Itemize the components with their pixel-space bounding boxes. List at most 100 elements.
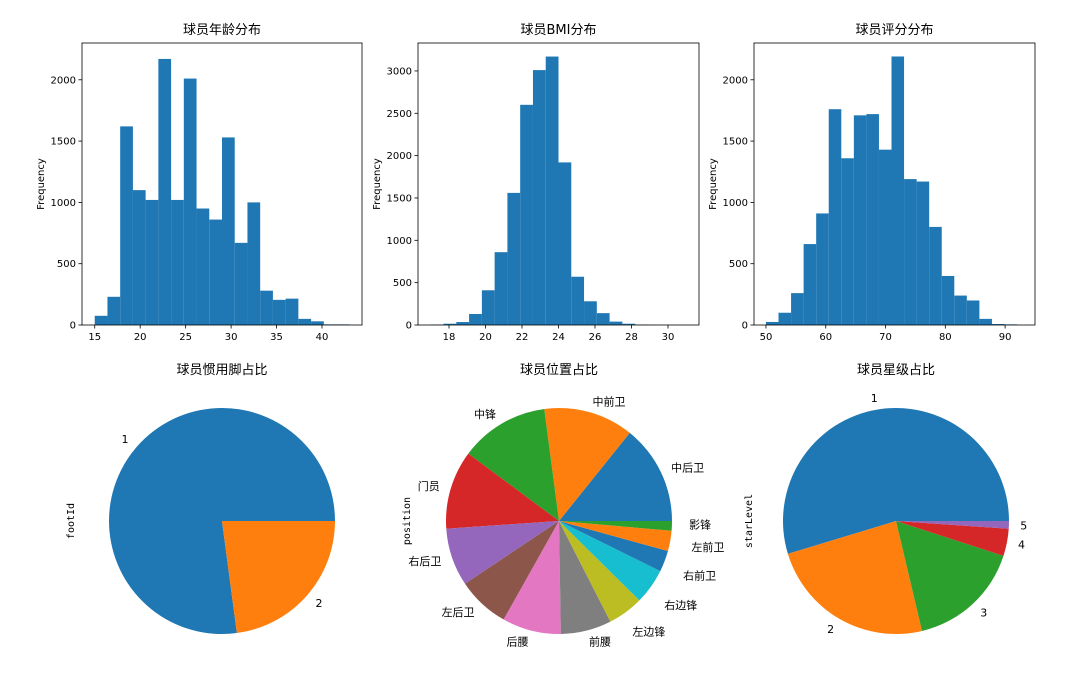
pie-slice-label: 中前卫: [592, 394, 625, 408]
pie-chart-1: 球员惯用脚占比 footId 1 2: [66, 362, 335, 634]
histogram-bar: [234, 242, 248, 325]
x-tick-label: 50: [760, 332, 773, 343]
histogram-bar: [247, 202, 261, 325]
histogram-bar: [866, 114, 879, 326]
histogram-bar: [596, 313, 610, 325]
x-tick-label: 18: [443, 332, 456, 343]
pie-slice-label: 4: [1018, 539, 1025, 552]
y-tick-label: 1500: [723, 137, 748, 148]
x-tick-label: 15: [88, 332, 101, 343]
pie-slice: [559, 521, 640, 622]
x-tick-label: 24: [552, 332, 565, 343]
x-tick-label: 22: [516, 332, 529, 343]
histogram-bar: [803, 244, 817, 325]
histogram-bar: [158, 58, 172, 326]
y-axis-label: starLevel: [744, 494, 755, 548]
histogram-bar: [494, 252, 508, 325]
x-tick-label: 70: [879, 332, 892, 343]
histogram-bar: [260, 290, 273, 325]
histogram-bar: [765, 321, 779, 325]
pie-slice-label: 右后卫: [408, 554, 441, 568]
histogram-bar: [443, 323, 457, 325]
histogram-bar: [954, 295, 967, 325]
histogram-bar: [209, 219, 222, 325]
y-tick-label: 2500: [387, 109, 412, 120]
y-tick-label: 0: [742, 321, 748, 332]
y-tick-label: 2000: [723, 75, 748, 86]
axes-frame: [753, 42, 1036, 326]
histogram-bar: [520, 104, 533, 325]
pie-slice: [559, 521, 672, 552]
y-tick-label: 1500: [387, 193, 412, 204]
pie-slice: [222, 521, 335, 634]
x-tick-label: 28: [625, 332, 638, 343]
pie-slice-label: 右边锋: [664, 598, 697, 612]
histogram-bar: [929, 226, 942, 325]
histogram-bar: [609, 321, 623, 325]
pie-slice: [446, 453, 559, 529]
pie-slice: [782, 407, 1009, 554]
chart-title: 球员星级占比: [857, 363, 935, 378]
pie-slice: [559, 521, 611, 634]
x-tick-label: 40: [316, 332, 329, 343]
x-tick-label: 60: [819, 332, 832, 343]
pie-slice-label: 左前卫: [691, 540, 724, 554]
pie-slice: [559, 432, 672, 521]
histogram-bar: [469, 313, 482, 325]
histogram-3: 球员评分分布 50 60 70 80 90 0 500 1000 1500 2000 Frequenc…: [708, 23, 1036, 343]
y-tick-label: 1000: [723, 198, 748, 209]
histogram-bar: [532, 70, 546, 326]
pie-slice-label: 左后卫: [442, 606, 475, 619]
histogram-bar: [94, 315, 108, 325]
pie-slice: [503, 521, 561, 634]
y-axis-label: Frequency: [708, 158, 719, 210]
x-tick-label: 90: [999, 332, 1012, 343]
chart-title: 球员BMI分布: [521, 23, 597, 38]
histogram-1: 球员年龄分布 15 20 25 30 35 40 0 500 1000 1500 2000 Freque…: [36, 23, 363, 343]
histogram-bar: [966, 300, 980, 325]
pie-slice-label: 5: [1020, 519, 1027, 532]
y-axis-label: footId: [66, 503, 77, 539]
histogram-bar: [145, 199, 159, 325]
histogram-2: 球员BMI分布 18 20 22 24 26 28 30 0 500 1000 1500 2000 250…: [372, 23, 700, 343]
pie-slice: [559, 521, 661, 601]
y-tick-label: 500: [393, 278, 412, 289]
histogram-bar: [841, 158, 854, 325]
pie-slice: [896, 521, 1004, 631]
pie-slice-label: 后腰: [507, 636, 529, 649]
x-tick-label: 35: [270, 332, 283, 343]
histogram-bar: [584, 301, 597, 325]
histogram-bar: [171, 199, 184, 325]
pie-chart-3: 球员星级占比 starLevel 1 2 3 4 5: [744, 363, 1027, 636]
pie-slice: [559, 521, 668, 572]
histogram-bar: [941, 275, 955, 325]
histogram-bar: [132, 190, 146, 325]
pie-slice-label: 3: [980, 606, 987, 619]
pie-slice-label: 2: [827, 623, 834, 636]
pie-slice-label: 前腰: [589, 635, 611, 649]
pie-slice-label: 影锋: [689, 518, 711, 531]
histogram-bar: [272, 299, 286, 325]
histogram-bar: [298, 318, 312, 325]
pie-slice-label: 右前卫: [683, 568, 716, 582]
histogram-bar: [622, 323, 636, 325]
x-tick-label: 80: [939, 332, 952, 343]
histogram-bar: [222, 137, 235, 325]
histogram-bar: [991, 324, 1005, 325]
histogram-bar: [481, 290, 495, 325]
histogram-bar: [791, 293, 804, 325]
pie-slice-label: 中锋: [474, 408, 496, 421]
histogram-bar: [507, 192, 521, 325]
chart-title: 球员惯用脚占比: [176, 362, 267, 378]
histogram-bar: [545, 56, 559, 325]
y-tick-label: 500: [57, 259, 76, 270]
histogram-bar: [904, 179, 917, 325]
histogram-bar: [285, 298, 299, 325]
pie-slice: [446, 521, 559, 584]
chart-title: 球员位置占比: [520, 363, 598, 378]
pie-slice-label: 门员: [418, 479, 440, 493]
y-axis-label: position: [402, 497, 413, 545]
y-axis-label: Frequency: [36, 158, 47, 210]
